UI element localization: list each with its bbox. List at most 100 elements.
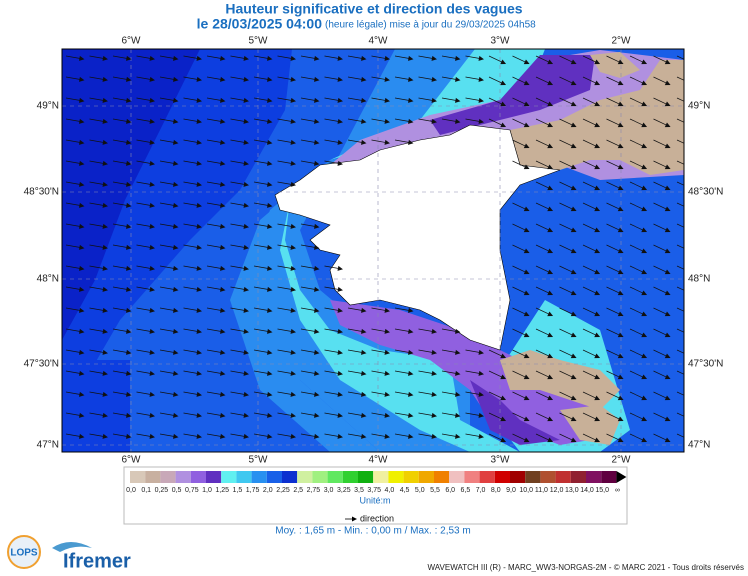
arrow-shaft — [65, 328, 82, 333]
arrow-head — [196, 202, 202, 208]
arrow-shaft — [277, 181, 294, 186]
arrow-shaft — [324, 55, 341, 60]
arrow-shaft — [535, 286, 551, 295]
arrow-shaft — [230, 160, 247, 165]
wave-arrow — [253, 286, 273, 292]
wave-arrow — [324, 307, 343, 313]
arrow-head — [664, 59, 671, 65]
arrow-shaft — [230, 349, 247, 354]
wave-arrow — [606, 202, 624, 212]
arrow-shaft — [559, 265, 575, 274]
wave-arrow — [206, 328, 226, 334]
arrow-shaft — [512, 433, 528, 442]
arrow-shaft — [653, 181, 669, 190]
legend-label: 0,75 — [185, 487, 199, 494]
arrow-head — [431, 433, 437, 439]
wave-arrow — [324, 286, 343, 292]
arrow-head — [523, 353, 530, 359]
arrow-shaft — [629, 265, 645, 274]
wave-arrow — [324, 349, 343, 355]
arrow-head — [689, 333, 694, 338]
arrow-shaft — [676, 202, 684, 211]
arrow-head — [313, 55, 320, 61]
arrow-shaft — [606, 55, 622, 64]
wave-arrow — [418, 97, 437, 103]
wave-arrow — [300, 328, 320, 334]
arrow-shaft — [136, 412, 153, 417]
arrow-shaft — [653, 412, 669, 421]
legend-swatch — [282, 471, 298, 483]
arrow-shaft — [441, 118, 458, 123]
wave-arrow — [582, 349, 601, 359]
arrow-head — [689, 249, 694, 254]
wave-arrow — [465, 391, 484, 397]
arrow-head — [78, 391, 85, 397]
arrow-shaft — [653, 433, 669, 442]
wave-arrow — [136, 160, 155, 166]
wave-arrow — [371, 328, 390, 334]
arrow-head — [172, 433, 179, 439]
wave-arrow — [371, 349, 390, 355]
wave-arrow — [112, 223, 132, 229]
wave-arrow — [559, 391, 577, 401]
wave-arrow — [559, 265, 577, 275]
wave-arrow — [112, 181, 132, 187]
arrow-shaft — [488, 76, 504, 85]
wave-arrow — [535, 265, 554, 275]
wave-arrow — [559, 223, 577, 233]
wave-arrow — [65, 307, 85, 313]
arrow-head — [570, 311, 577, 317]
wave-arrow — [65, 76, 85, 82]
arrow-head — [78, 244, 85, 250]
arrow-head — [478, 349, 484, 355]
arrow-shaft — [371, 349, 388, 354]
arrow-shaft — [112, 328, 129, 333]
arrow-shaft — [112, 118, 129, 123]
arrow-head — [102, 307, 108, 313]
wave-arrow — [606, 118, 624, 128]
wave-arrow — [582, 370, 601, 380]
arrow-shaft — [629, 160, 645, 169]
arrow-shaft — [629, 139, 645, 148]
arrow-shaft — [206, 202, 223, 207]
arrow-shaft — [65, 412, 82, 417]
arrow-head — [78, 349, 85, 355]
arrow-shaft — [159, 370, 176, 375]
arrow-shaft — [230, 412, 247, 417]
wave-arrow — [606, 265, 624, 275]
arrow-shaft — [300, 391, 317, 396]
arrow-shaft — [371, 97, 388, 102]
arrow-shaft — [606, 139, 622, 148]
arrow-head — [266, 370, 273, 376]
arrow-shaft — [324, 139, 341, 144]
arrow-head — [243, 160, 249, 166]
arrow-shaft — [159, 181, 176, 186]
wave-arrow — [159, 328, 179, 334]
arrow-shaft — [676, 160, 684, 169]
arrow-head — [102, 97, 108, 103]
arrow-shaft — [89, 433, 106, 438]
wave-arrow — [277, 118, 296, 124]
arrow-shaft — [582, 244, 598, 253]
arrow-head — [478, 370, 484, 376]
wave-arrow — [535, 76, 554, 86]
arrow-head — [407, 433, 414, 439]
arrow-head — [266, 349, 273, 355]
arrow-shaft — [418, 349, 435, 354]
lat-label: 47°N — [688, 440, 710, 451]
arrow-shaft — [347, 97, 364, 102]
legend-label: 0,1 — [141, 487, 151, 494]
lat-label: 47°30'N — [688, 359, 723, 370]
wave-arrow — [394, 349, 414, 355]
arrow-shaft — [183, 55, 200, 60]
arrow-head — [172, 244, 179, 250]
arrow-shaft — [183, 76, 200, 81]
arrow-head — [125, 412, 132, 418]
arrow-shaft — [606, 265, 622, 274]
arrow-head — [360, 349, 367, 355]
arrow-shaft — [324, 433, 341, 438]
arrow-head — [431, 349, 437, 355]
legend-swatch — [358, 471, 374, 483]
arrow-head — [290, 349, 296, 355]
wave-arrow — [230, 265, 249, 271]
